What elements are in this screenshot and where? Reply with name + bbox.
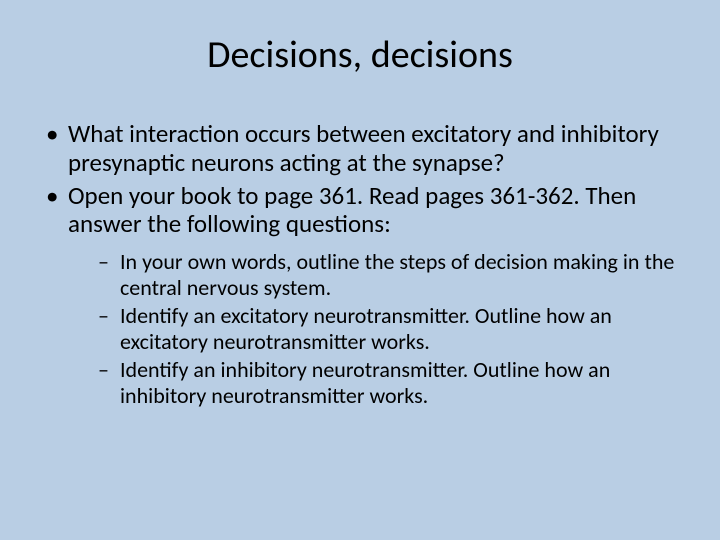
slide-title: Decisions, decisions <box>40 32 680 78</box>
bullet-list: What interaction occurs between excitato… <box>40 120 680 409</box>
sub-list: In your own words, outline the steps of … <box>68 249 680 409</box>
sub-text: Identify an excitatory neurotransmitter.… <box>120 302 612 355</box>
slide-container: Decisions, decisions What interaction oc… <box>0 0 720 540</box>
sub-item: In your own words, outline the steps of … <box>68 249 680 301</box>
bullet-text: Open your book to page 361. Read pages 3… <box>68 180 636 240</box>
sub-text: In your own words, outline the steps of … <box>120 248 674 301</box>
sub-text: Identify an inhibitory neurotransmitter.… <box>120 356 610 409</box>
bullet-item: What interaction occurs between excitato… <box>40 120 680 178</box>
bullet-text: What interaction occurs between excitato… <box>68 118 659 178</box>
sub-item: Identify an excitatory neurotransmitter.… <box>68 303 680 355</box>
bullet-item: Open your book to page 361. Read pages 3… <box>40 182 680 409</box>
sub-item: Identify an inhibitory neurotransmitter.… <box>68 357 680 409</box>
